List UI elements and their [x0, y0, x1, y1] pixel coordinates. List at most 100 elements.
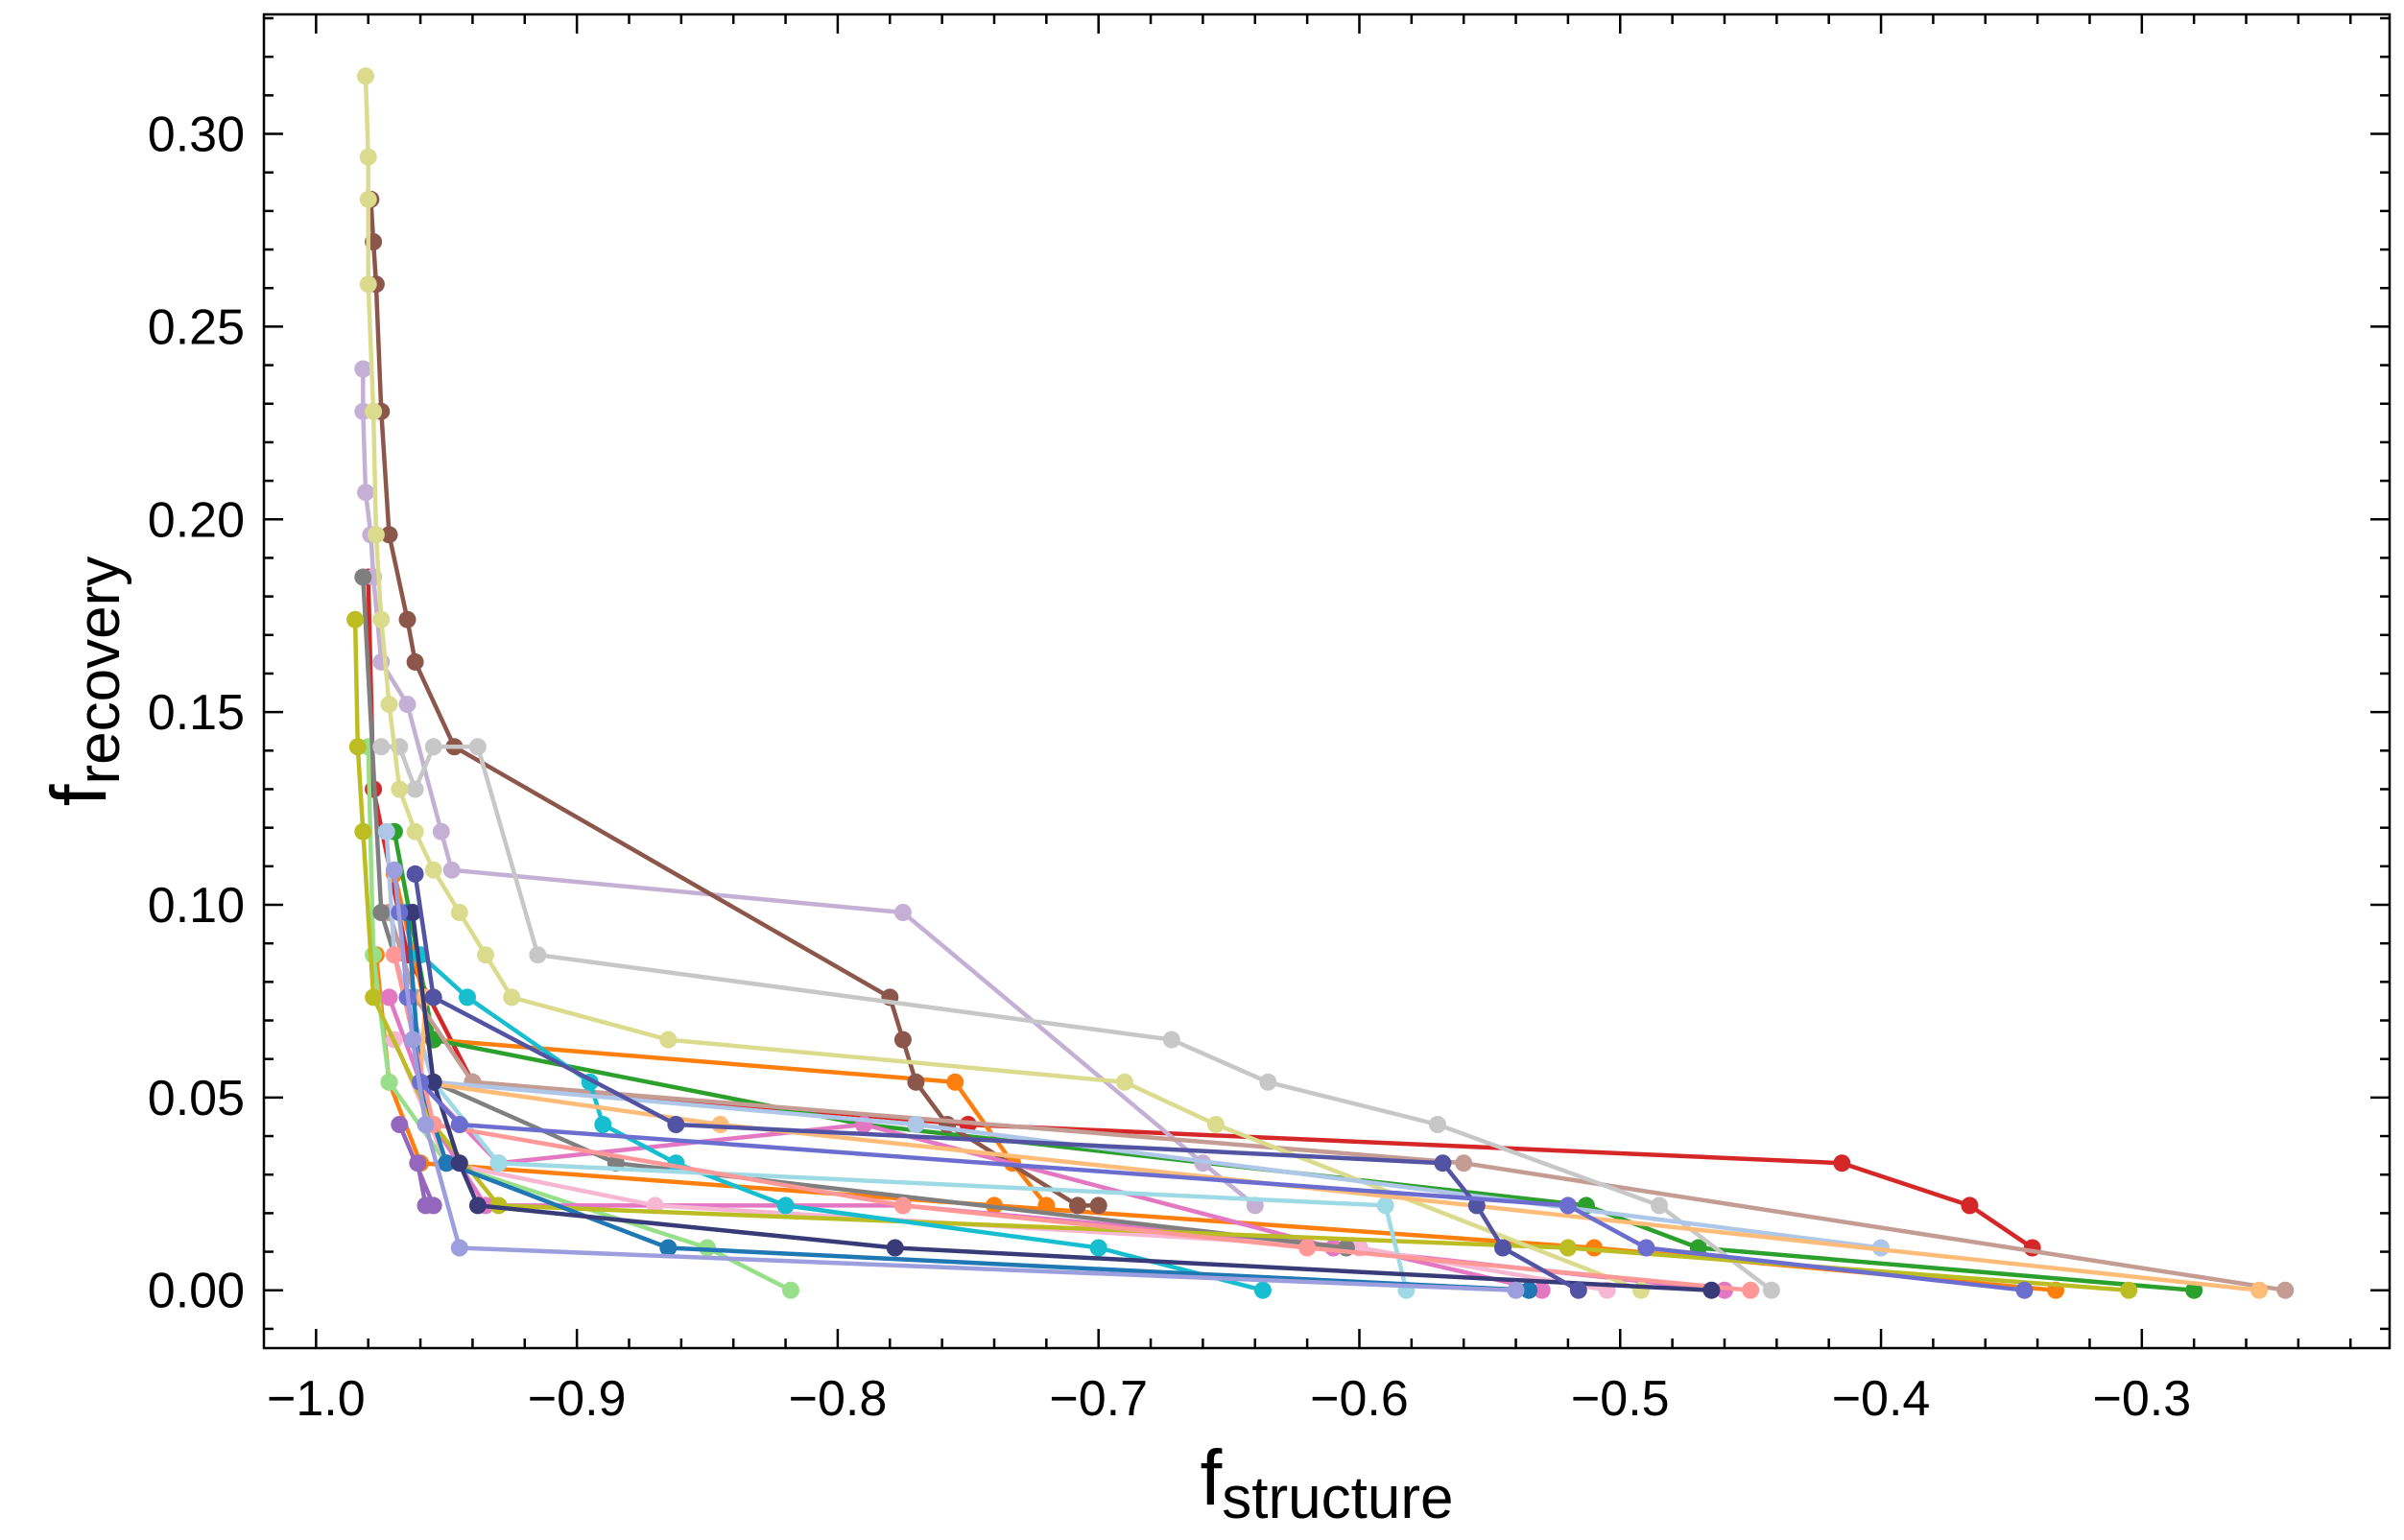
data-point: [1559, 1196, 1577, 1215]
x-tick-label: −0.7: [1049, 1371, 1148, 1427]
data-point: [1115, 1073, 1133, 1091]
data-point: [354, 360, 372, 378]
series-17: [412, 946, 1272, 1299]
data-point: [1434, 1154, 1452, 1173]
y-axis-label-main: f: [36, 784, 123, 806]
data-point: [1520, 1281, 1538, 1299]
data-point: [489, 1154, 508, 1173]
data-point: [424, 738, 442, 756]
data-point: [782, 1281, 799, 1299]
data-point: [1651, 1196, 1668, 1215]
data-point: [1559, 1239, 1577, 1257]
data-point: [359, 275, 377, 294]
data-point: [450, 1239, 468, 1257]
data-point: [659, 1031, 678, 1049]
y-tick-label: 0.25: [148, 299, 245, 355]
data-point: [424, 1073, 442, 1091]
x-tick-label: −0.4: [1832, 1371, 1931, 1427]
data-point: [1455, 1154, 1473, 1173]
y-tick-label: 0.00: [148, 1264, 245, 1319]
y-axis-label-sub: recovery: [66, 557, 132, 785]
data-point: [377, 822, 395, 841]
data-point: [398, 610, 417, 628]
data-point: [1253, 1281, 1272, 1299]
data-point: [424, 988, 442, 1007]
x-tick-label: −1.0: [267, 1371, 366, 1427]
series-line-17: [418, 953, 1264, 1292]
series-line-13: [361, 577, 1347, 1250]
series-23: [403, 904, 1721, 1299]
data-point: [357, 484, 374, 502]
data-point: [2250, 1281, 2269, 1299]
data-point: [359, 148, 377, 166]
series-line-4: [392, 831, 2195, 1292]
series-line-23: [410, 912, 1712, 1292]
data-point: [893, 904, 912, 921]
data-point: [417, 1116, 435, 1133]
data-point: [354, 822, 372, 841]
data-point: [450, 1116, 468, 1133]
data-point: [403, 904, 421, 921]
data-point: [2185, 1281, 2203, 1299]
data-point: [477, 946, 494, 964]
data-point: [503, 988, 521, 1007]
data-point: [365, 402, 383, 420]
data-point: [372, 738, 391, 756]
data-point: [424, 1196, 442, 1215]
data-point: [372, 904, 391, 921]
data-point: [1961, 1196, 1979, 1215]
data-point: [424, 861, 442, 879]
series-26: [385, 861, 1525, 1299]
data-point: [1162, 1031, 1180, 1049]
data-point: [1833, 1154, 1851, 1173]
series-line-1: [366, 577, 2034, 1250]
data-point: [357, 67, 374, 85]
data-point: [2015, 1281, 2034, 1299]
data-point: [372, 610, 391, 628]
data-point: [1533, 1281, 1551, 1299]
data-point: [380, 988, 398, 1007]
data-point: [432, 822, 450, 841]
data-point: [2120, 1281, 2138, 1299]
series-line-7: [361, 368, 1257, 1208]
y-axis-label: frecovery: [36, 557, 132, 807]
data-point: [893, 1196, 912, 1215]
data-point: [442, 861, 461, 879]
x-tick-label: −0.3: [2092, 1371, 2191, 1427]
data-point: [2276, 1281, 2295, 1299]
data-point: [409, 1154, 427, 1173]
data-point: [1429, 1116, 1446, 1133]
data-point: [398, 696, 417, 714]
data-point: [1376, 1196, 1394, 1215]
x-tick-label: −0.9: [528, 1371, 627, 1427]
series-14: [372, 738, 1780, 1299]
plot-frame: [262, 12, 2392, 1350]
x-axis-label-sub: structure: [1222, 1465, 1453, 1531]
x-axis-label-main: f: [1201, 1434, 1223, 1522]
x-tick-label: −0.5: [1571, 1371, 1670, 1427]
series-16: [357, 67, 1650, 1299]
data-point: [380, 696, 398, 714]
data-point: [893, 1031, 912, 1049]
data-point: [365, 988, 383, 1007]
data-point: [1569, 1281, 1587, 1299]
data-point: [1702, 1281, 1721, 1299]
data-point: [1494, 1239, 1511, 1257]
data-point: [946, 1073, 964, 1091]
data-point: [450, 1154, 468, 1173]
series-line-19: [384, 831, 1882, 1250]
data-point: [1762, 1281, 1780, 1299]
y-tick-label: 0.20: [148, 492, 245, 548]
data-point: [391, 1116, 409, 1133]
y-tick-label: 0.10: [148, 878, 245, 934]
data-point: [659, 1239, 678, 1257]
data-point: [776, 1196, 795, 1215]
data-point: [359, 190, 377, 208]
x-tick-label: −0.6: [1310, 1371, 1409, 1427]
data-point: [380, 1073, 398, 1091]
data-point: [367, 526, 385, 544]
data-point: [346, 610, 365, 628]
y-tick-label: 0.30: [148, 107, 245, 163]
